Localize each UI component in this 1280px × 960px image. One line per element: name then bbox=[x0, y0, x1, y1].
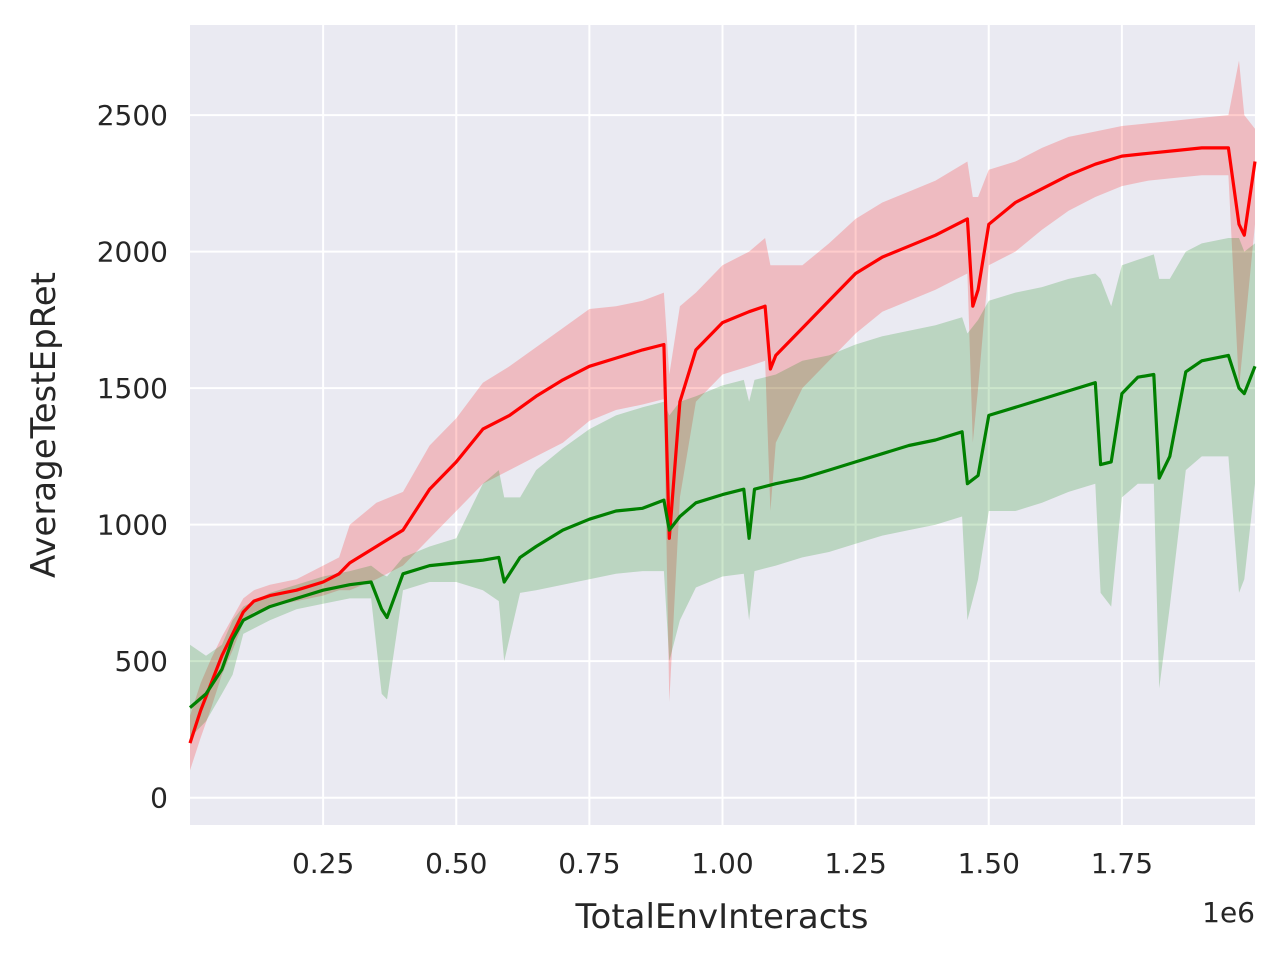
x-axis-ticks: 0.25 0.50 0.75 1.00 1.25 1.50 1.75 bbox=[292, 847, 1153, 880]
series-2-band bbox=[190, 238, 1255, 738]
series-1-line bbox=[188, 146, 1257, 744]
y-tick-label: 1500 bbox=[97, 372, 168, 405]
x-tick-label: 0.75 bbox=[558, 847, 620, 880]
y-axis-ticks: 0 500 1000 1500 2000 2500 bbox=[97, 99, 168, 815]
confidence-bands bbox=[190, 60, 1255, 771]
y-tick-label: 2500 bbox=[97, 99, 168, 132]
y-axis-title: AverageTestEpRet bbox=[24, 272, 64, 578]
x-tick-label: 1.50 bbox=[958, 847, 1020, 880]
y-tick-label: 500 bbox=[115, 645, 168, 678]
x-axis-title: TotalEnvInteracts bbox=[575, 897, 869, 937]
x-tick-label: 1.00 bbox=[691, 847, 753, 880]
x-axis-offset-label: 1e6 bbox=[1202, 896, 1255, 929]
y-tick-label: 0 bbox=[150, 782, 168, 815]
x-tick-label: 0.50 bbox=[425, 847, 487, 880]
y-tick-label: 1000 bbox=[97, 509, 168, 542]
series-2-line bbox=[188, 353, 1257, 709]
x-tick-label: 0.25 bbox=[292, 847, 354, 880]
x-tick-label: 1.75 bbox=[1091, 847, 1153, 880]
series-lines bbox=[188, 146, 1257, 744]
y-tick-label: 2000 bbox=[97, 236, 168, 269]
series-1-band bbox=[190, 60, 1255, 771]
x-tick-label: 1.25 bbox=[824, 847, 886, 880]
